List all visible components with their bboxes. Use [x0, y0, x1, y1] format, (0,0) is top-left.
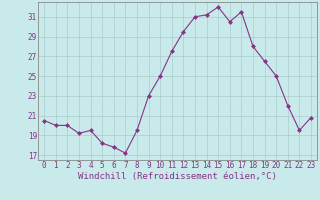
X-axis label: Windchill (Refroidissement éolien,°C): Windchill (Refroidissement éolien,°C)	[78, 172, 277, 181]
